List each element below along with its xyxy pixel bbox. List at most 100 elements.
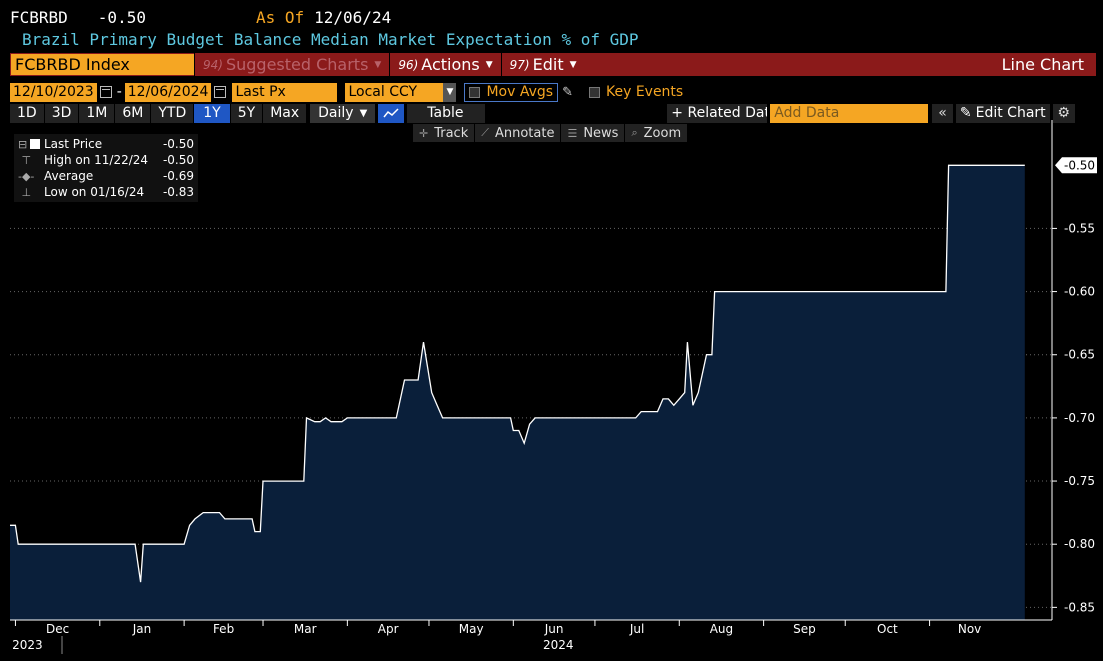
command-bar: FCBRBD Index 94) Suggested Charts ▼ 96) … <box>10 53 1096 76</box>
tool-label: Track <box>434 125 469 141</box>
suggested-charts-menu[interactable]: 94) Suggested Charts ▼ <box>194 53 389 76</box>
x-tick-label: Mar <box>294 622 317 636</box>
legend-label: Average <box>44 169 94 183</box>
white-square-icon <box>30 139 41 149</box>
start-date-field[interactable]: 12/10/2023 <box>10 82 97 102</box>
gear-icon[interactable]: ⚙ <box>1052 103 1075 123</box>
calendar-icon[interactable] <box>214 86 227 98</box>
tool-label: Annotate <box>494 125 555 141</box>
mov-avgs-checkbox[interactable]: Mov Avgs <box>464 82 559 102</box>
table-button[interactable]: Table <box>407 103 486 123</box>
legend-value: -0.69 <box>162 169 194 183</box>
calendar-icon[interactable] <box>99 86 112 98</box>
checkbox-icon <box>588 86 600 98</box>
caret-down-icon: ▼ <box>569 59 577 70</box>
x-tick-label: May <box>459 622 484 636</box>
last-value: -0.50 <box>97 7 146 27</box>
y-axis: -0.55 -0.60 -0.65 -0.70 -0.75 -0.80 -0.85 -0.50 <box>1051 120 1097 620</box>
related-data-button[interactable]: + Related Data <box>667 103 768 123</box>
caret-down-icon: ▼ <box>374 59 382 70</box>
x-tick-label: Dec <box>46 622 69 636</box>
currency-select[interactable]: Local CCY <box>345 82 444 102</box>
x-tick-label: Aug <box>710 622 733 636</box>
x-tick-label: Sep <box>793 622 816 636</box>
edit-menu[interactable]: 97) Edit ▼ <box>500 53 585 76</box>
range-3d[interactable]: 3D <box>44 103 80 123</box>
edit-chart-label: Edit Chart <box>975 105 1046 121</box>
key-events-checkbox[interactable]: Key Events <box>585 83 687 102</box>
caret-down-icon: ▼ <box>485 59 493 70</box>
legend-row-average: -◆- Average -0.69 <box>18 168 194 184</box>
date-bar: 12/10/2023 - 12/06/2024 Last Px Local CC… <box>10 82 687 102</box>
last-value-tag: -0.50 <box>1055 157 1097 174</box>
range-1y[interactable]: 1Y <box>194 103 231 123</box>
mov-avgs-label: Mov Avgs <box>486 84 554 100</box>
y-tick-label: -0.75 <box>1064 474 1095 488</box>
legend-value: -0.50 <box>162 153 194 167</box>
caret-down-icon: ▼ <box>359 107 368 119</box>
low-marker-icon: ⊥ <box>18 185 32 199</box>
collapse-chevron-icon[interactable]: « <box>932 103 953 123</box>
x-tick-label: Apr <box>378 622 399 636</box>
y-tick-label: -0.85 <box>1064 600 1095 614</box>
legend-box: ⊟ Last Price -0.50 ⊤ High on 11/22/24 -0… <box>14 134 198 202</box>
add-data-input[interactable]: Add Data <box>770 103 929 123</box>
crosshair-icon: ✛ <box>419 126 429 140</box>
legend-label: Last Price <box>44 137 103 151</box>
frequency-label: Daily <box>318 105 354 121</box>
field-select[interactable]: Last Px <box>232 82 338 102</box>
ticker-label: FCBRBD <box>10 7 68 27</box>
pencil-icon: ✎ <box>959 105 972 121</box>
end-date-field[interactable]: 12/06/2024 <box>124 82 212 102</box>
line-chart-icon[interactable] <box>378 103 405 123</box>
y-tick-label: -0.60 <box>1064 285 1095 299</box>
average-marker-icon: -◆- <box>18 169 35 183</box>
checkbox-icon <box>469 86 481 98</box>
x-year-label: 2023 <box>12 638 43 652</box>
y-tick-label: -0.65 <box>1064 348 1095 362</box>
legend-label: Low on 01/16/24 <box>44 185 145 199</box>
high-marker-icon: ⊤ <box>18 153 32 167</box>
security-field[interactable]: FCBRBD Index <box>11 54 194 75</box>
chart-type-label: Line Chart <box>1001 55 1084 74</box>
key-events-label: Key Events <box>605 84 684 100</box>
news-icon: ☰ <box>567 126 578 140</box>
y-tick-label: -0.80 <box>1064 537 1095 551</box>
y-tick-label: -0.70 <box>1064 411 1095 425</box>
annotate-icon: ⟋ <box>481 126 489 139</box>
legend-value: -0.50 <box>162 137 194 151</box>
range-ytd[interactable]: YTD <box>151 103 195 123</box>
collapse-icon[interactable]: ⊟ <box>18 138 44 151</box>
range-1d[interactable]: 1D <box>10 103 45 123</box>
menu-number: 96) <box>398 57 419 72</box>
currency-dropdown-icon[interactable]: ▼ <box>443 82 457 102</box>
edit-chart-button[interactable]: ✎ Edit Chart <box>955 103 1050 123</box>
frequency-select[interactable]: Daily ▼ <box>310 103 376 123</box>
menu-label: Edit <box>532 55 564 74</box>
range-5y[interactable]: 5Y <box>230 103 264 123</box>
news-tool[interactable]: ☰ News <box>561 124 626 142</box>
x-tick-label: Jun <box>544 622 564 636</box>
menu-label: Suggested Charts <box>225 55 369 74</box>
y-tick-label: -0.55 <box>1064 221 1095 235</box>
track-tool[interactable]: ✛ Track <box>413 124 476 142</box>
x-year-label: 2024 <box>543 638 574 652</box>
zoom-icon: ⌕ <box>631 126 638 139</box>
zoom-tool[interactable]: ⌕ Zoom <box>625 124 689 142</box>
pencil-icon[interactable]: ✎ <box>562 84 573 100</box>
range-1m[interactable]: 1M <box>79 103 116 123</box>
legend-value: -0.83 <box>162 185 194 199</box>
menu-label: Actions <box>421 55 480 74</box>
annotate-tool[interactable]: ⟋ Annotate <box>475 124 562 142</box>
tool-label: Zoom <box>643 125 682 141</box>
legend-row-last-price: ⊟ Last Price -0.50 <box>18 136 194 152</box>
range-6m[interactable]: 6M <box>115 103 152 123</box>
x-tick-label: Jan <box>132 622 152 636</box>
series-line <box>10 164 1025 583</box>
x-tick-label: Jul <box>629 622 644 636</box>
tool-label: News <box>583 125 619 141</box>
range-max[interactable]: Max <box>263 103 308 123</box>
x-tick-label: Oct <box>877 622 898 636</box>
actions-menu[interactable]: 96) Actions ▼ <box>389 53 500 76</box>
